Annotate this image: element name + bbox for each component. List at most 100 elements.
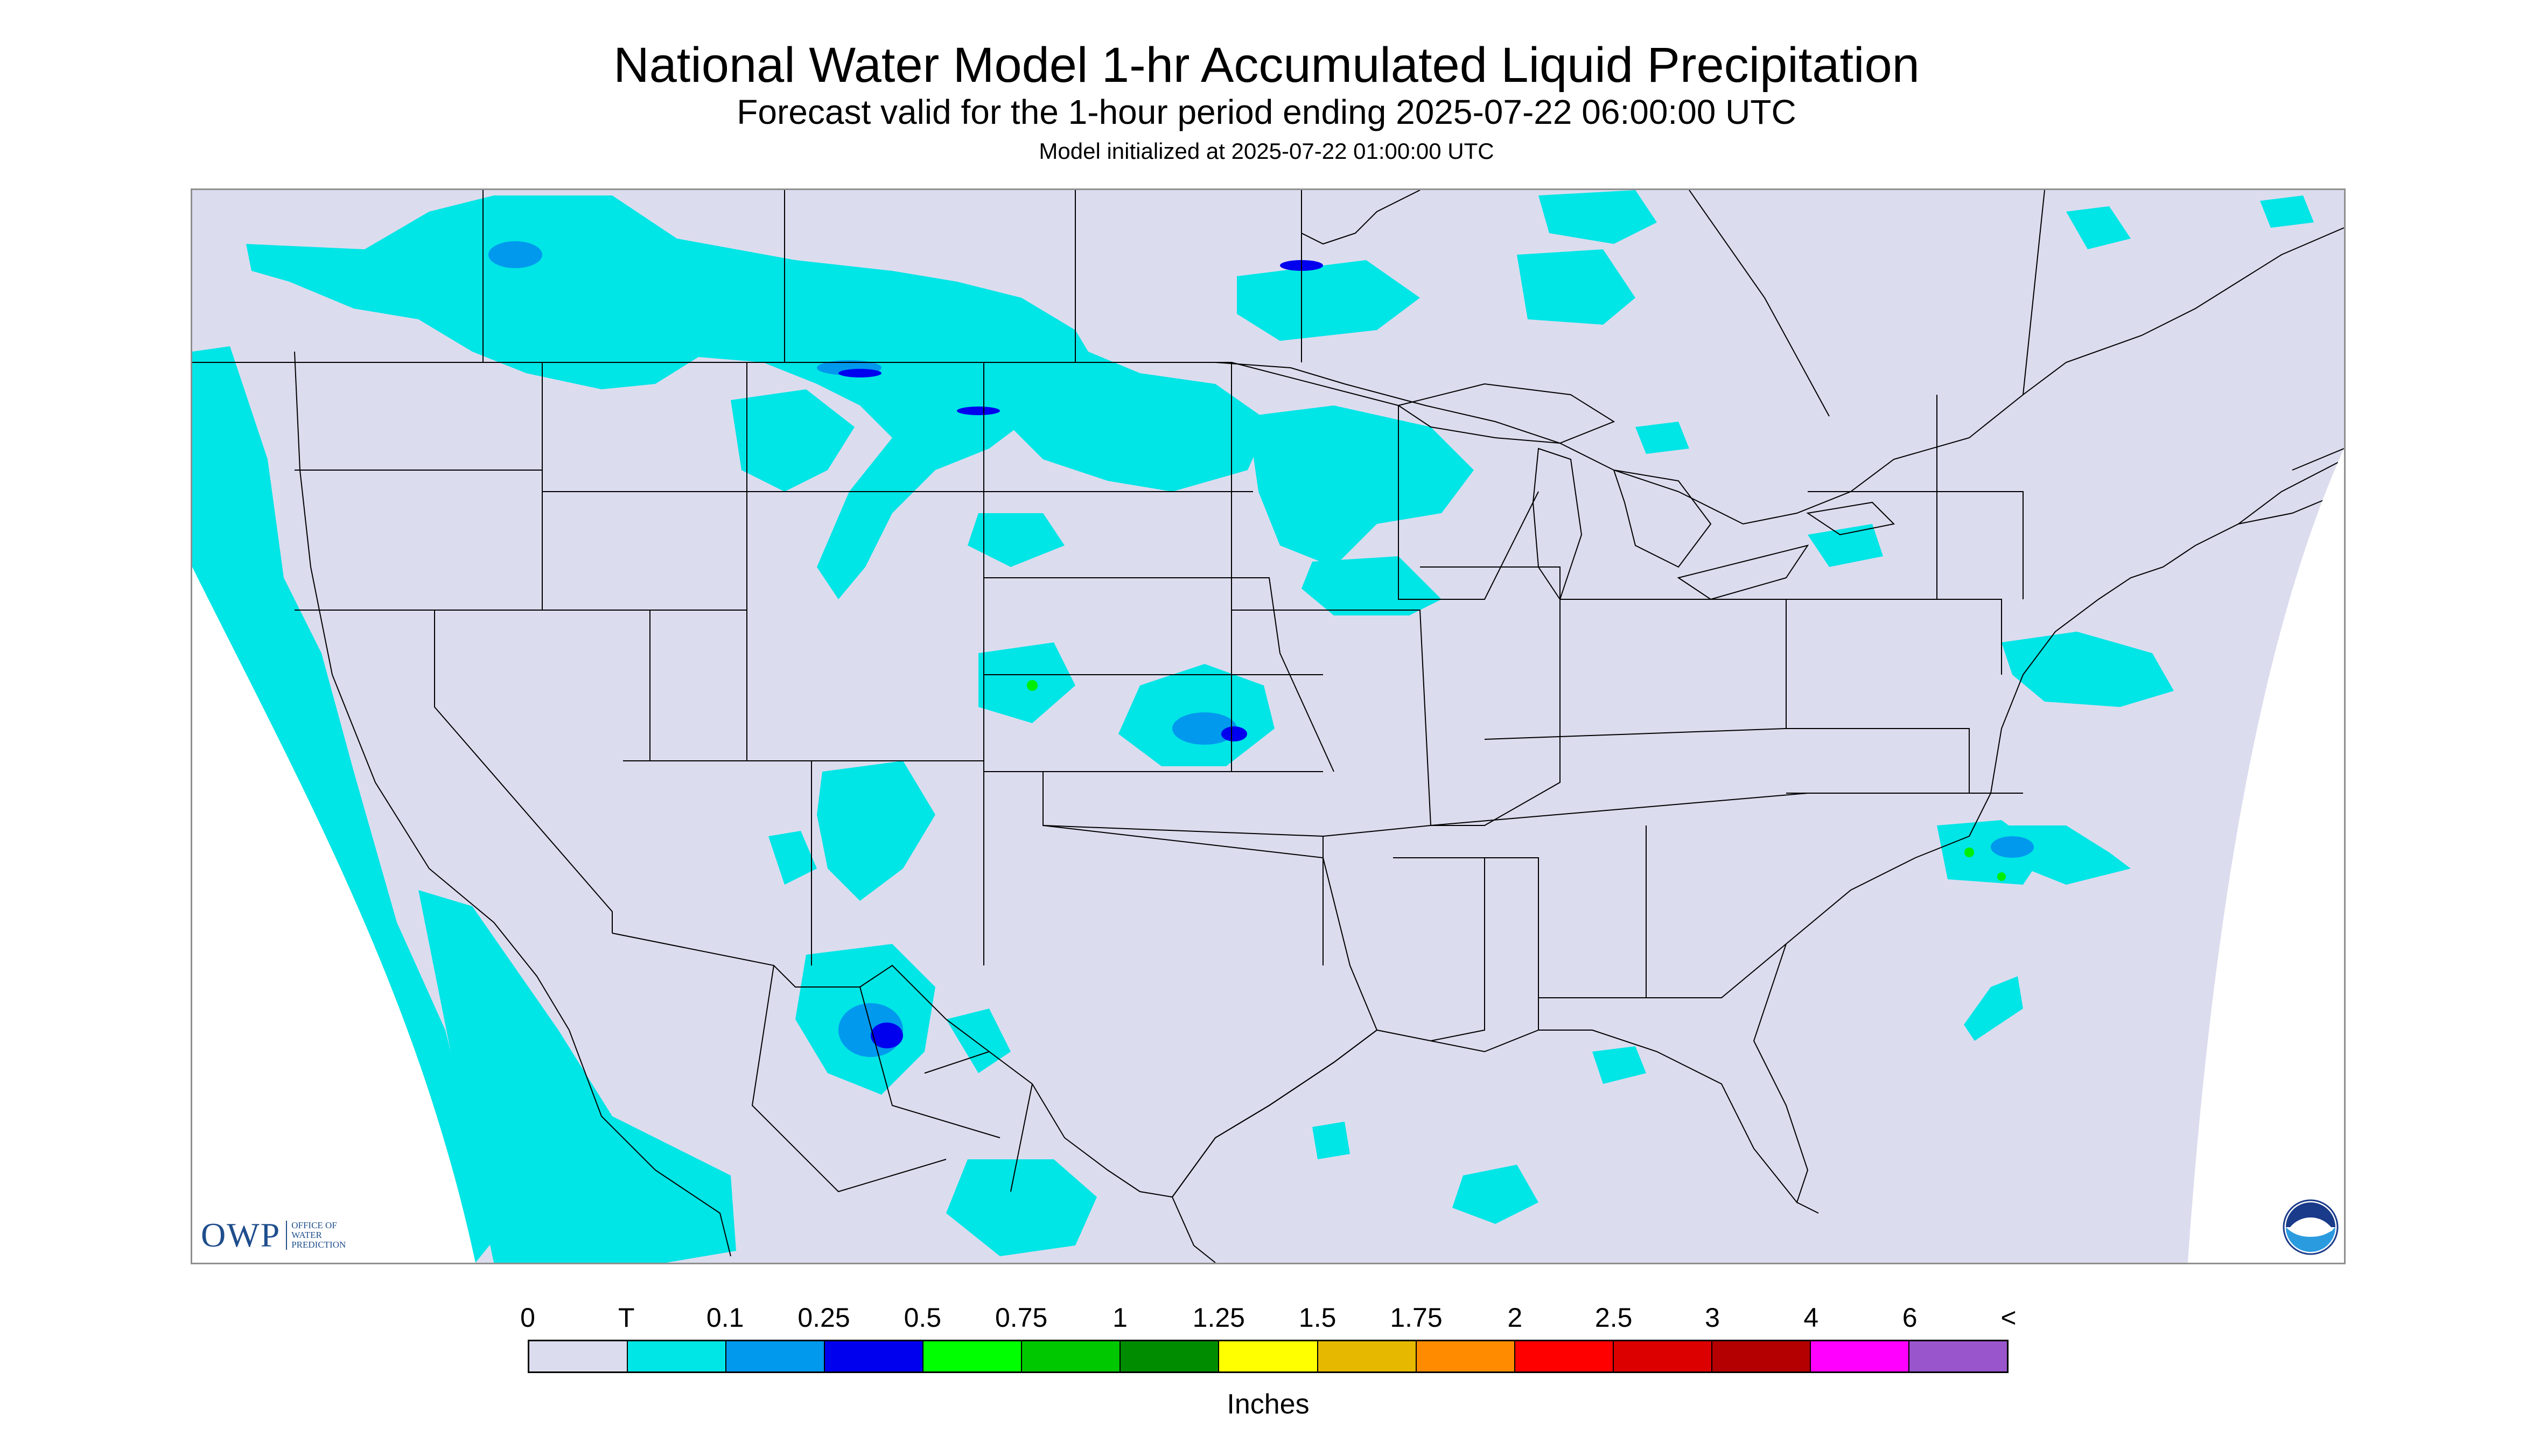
precip-michigan: [1635, 422, 1689, 454]
boundaries: [192, 190, 2344, 1263]
legend-swatch: [1318, 1341, 1417, 1371]
us-mexico-border: [612, 933, 1173, 1198]
precip-heavy-spots: [1027, 680, 2006, 881]
legend-tick-label: 4: [1803, 1303, 1819, 1333]
precip-baja: [418, 890, 736, 1263]
precip-pacific-island: [1592, 1046, 1646, 1084]
legend-tick-label: 1.75: [1390, 1303, 1443, 1333]
legend-tick-label: 6: [1902, 1303, 1918, 1333]
state-ga-fl: [1538, 825, 1787, 998]
page-title: National Water Model 1-hr Accumulated Li…: [613, 38, 1920, 93]
precip-moderate-ks: [1221, 726, 1247, 741]
mexico-gulf-coast: [1172, 1196, 1216, 1263]
legend-tick-label: 0.75: [995, 1303, 1048, 1333]
precip-nf: [2260, 195, 2314, 228]
legend-tick-label: 0.1: [706, 1303, 744, 1333]
outside-domain-left: [192, 567, 475, 1263]
baja-coast: [569, 1030, 731, 1257]
precip-moderate-mt2: [957, 407, 1000, 415]
precip-atlantic: [1964, 976, 2023, 1041]
gulf-coast: [1172, 943, 1809, 1204]
legend-swatch: [1712, 1341, 1811, 1371]
state-oh-pa: [1560, 599, 2002, 729]
mexico-state-lines: [751, 965, 1033, 1193]
precip-light-canada: [488, 241, 542, 268]
precip-light-carolina: [1991, 836, 2034, 858]
legend-tick-label: 1.5: [1298, 1303, 1337, 1333]
precip-montana-west: [731, 389, 855, 492]
legend-swatch: [1219, 1341, 1318, 1371]
lake-michigan: [1532, 447, 1583, 601]
precip-heavy-nc2: [1997, 872, 2006, 881]
legend-swatch: [923, 1341, 1023, 1371]
owp-logo: OWP OFFICE OF WATER PREDICTION: [201, 1215, 346, 1255]
precip-pacific-band: [192, 346, 494, 1263]
state-ms-al: [1393, 857, 1539, 1041]
lake-superior: [1397, 383, 1615, 444]
precip-southwest: [817, 761, 935, 901]
legend-swatch: [628, 1341, 727, 1371]
precip-heavy-co: [1027, 680, 1038, 691]
lake-ontario: [1806, 501, 1895, 536]
legend-swatch: [1909, 1341, 2007, 1371]
legend-swatch: [1022, 1341, 1121, 1371]
hudson-bay-shore: [1301, 190, 1421, 245]
lake-huron: [1613, 469, 1712, 568]
precip-colorado: [978, 642, 1075, 723]
state-va-nc: [1786, 728, 2023, 794]
state-tn-ky: [1430, 728, 1808, 826]
legend-swatch: [529, 1341, 628, 1371]
lake-erie: [1677, 544, 1809, 600]
legend-tick-label: 0.5: [904, 1303, 942, 1333]
us-canada-border: [192, 227, 2344, 525]
state-ks-ok: [984, 674, 1324, 965]
precip-dakotas: [1000, 346, 1269, 492]
canada-province-lines: [482, 190, 2045, 417]
map-canvas: [192, 190, 2344, 1263]
legend-color-bar: [528, 1340, 2009, 1373]
legend-swatch: [1810, 1341, 1909, 1371]
forecast-valid-subtitle: Forecast valid for the 1-hour period end…: [737, 93, 1796, 131]
precip-trace-areas: [192, 190, 2314, 1263]
state-ut-az: [623, 610, 984, 965]
precipitation-map[interactable]: OWP OFFICE OF WATER PREDICTION: [191, 188, 2346, 1264]
precip-az-small: [768, 831, 817, 885]
legend-tick-label: 3: [1705, 1303, 1720, 1333]
precip-gulf: [1452, 1165, 1538, 1224]
precip-iowa: [1302, 556, 1442, 615]
precip-heavy-nc: [1964, 848, 1974, 857]
atlantic-coast: [1786, 459, 2344, 944]
legend-tick-label: 2: [1507, 1303, 1523, 1333]
legend-units-label: Inches: [1227, 1389, 1310, 1420]
precip-ontario: [1517, 249, 1635, 325]
noaa-logo-icon: [2283, 1199, 2339, 1255]
state-nm-tx: [983, 761, 1323, 965]
precip-mexico-west: [946, 1009, 1011, 1073]
legend-swatch: [726, 1341, 825, 1371]
legend-swatch: [1613, 1341, 1712, 1371]
precip-mid-atlantic: [2002, 632, 2174, 707]
legend-swatch: [1515, 1341, 1614, 1371]
precip-moderate-mx: [871, 1023, 903, 1048]
owp-logo-letters: OWP: [201, 1216, 281, 1254]
legend-tick-label: 2.5: [1594, 1303, 1633, 1333]
precip-northern-belt: [246, 195, 1108, 599]
state-ny-ne: [1808, 395, 2024, 599]
state-nv-ca-diag: [434, 610, 613, 933]
state-ia-mo: [1231, 610, 1432, 837]
state-mn-wi: [1231, 362, 1539, 600]
model-init-line: Model initialized at 2025-07-22 01:00:00…: [1039, 138, 1494, 164]
legend-swatch: [1121, 1341, 1220, 1371]
legend-tick-label: 0.25: [797, 1303, 850, 1333]
legend-tick-label: 0: [520, 1303, 535, 1333]
legend-swatch: [825, 1341, 924, 1371]
precip-nebraska-north: [968, 513, 1065, 567]
pacific-coast: [294, 351, 570, 1031]
precip-upper-midwest: [1248, 405, 1474, 567]
precip-tx-coast-small: [1312, 1122, 1350, 1159]
precip-canada-north: [1237, 260, 1420, 341]
outside-domain-right: [2188, 449, 2344, 1263]
precip-quebec: [1538, 190, 1657, 244]
color-legend: 0 T 0.1 0.25 0.5 0.75 1 1.25 1.5 1.75 2 2.5 3 4 6 < Inc…: [520, 1302, 2017, 1420]
precip-light-ks: [1172, 712, 1237, 745]
